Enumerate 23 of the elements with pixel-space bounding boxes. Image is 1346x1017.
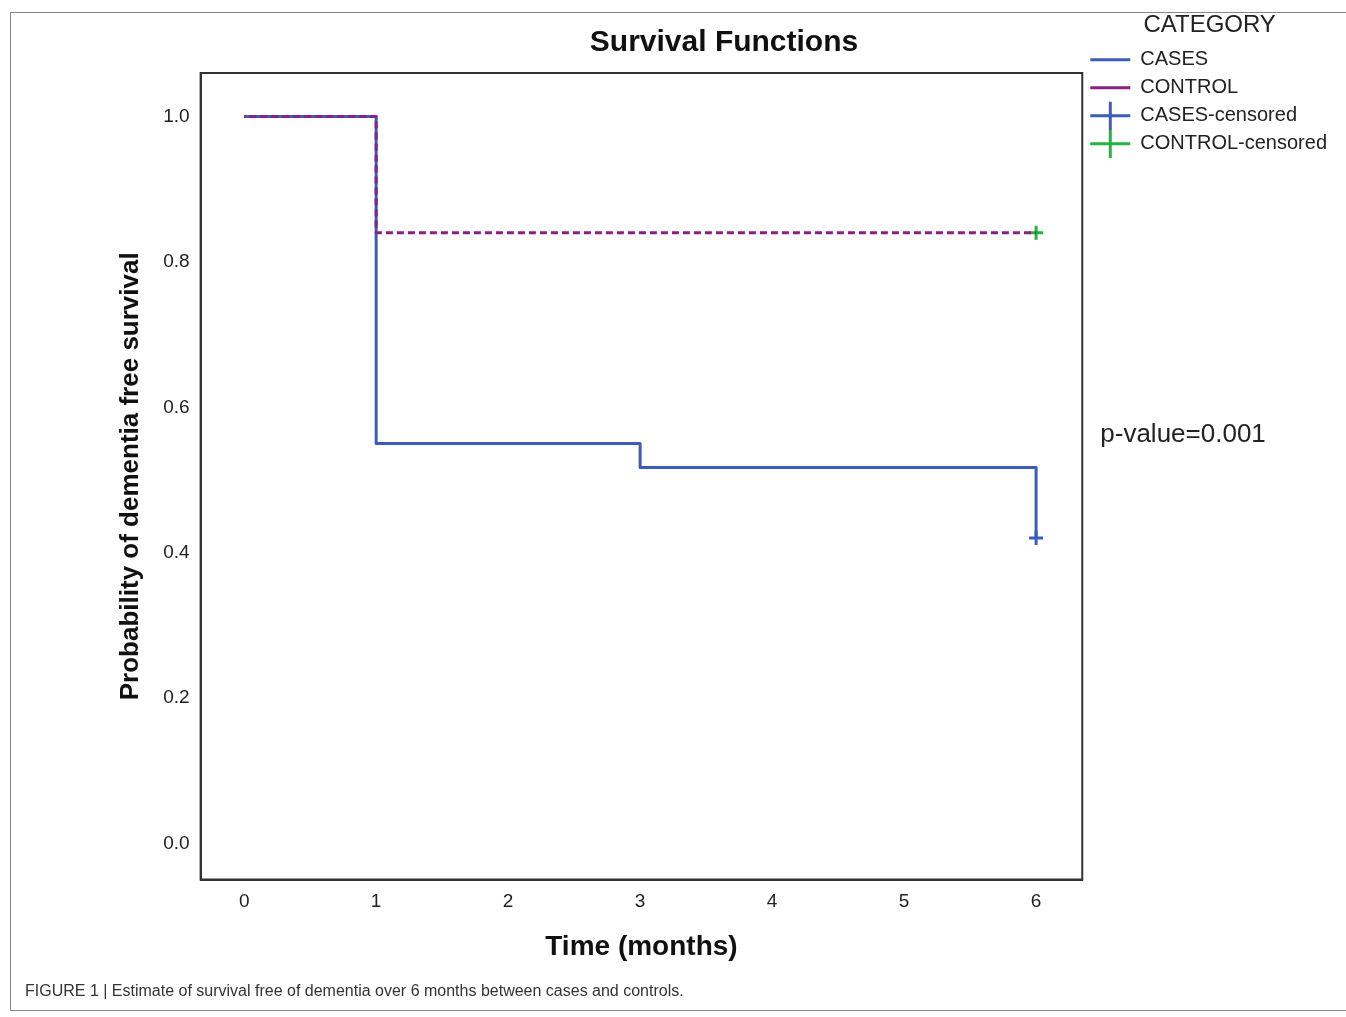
y-tick-label: 0.4 xyxy=(163,540,191,562)
x-tick-label: 1 xyxy=(370,890,382,912)
y-tick-label: 0.0 xyxy=(163,831,190,853)
y-axis-title: Probability of dementia free survival xyxy=(113,252,144,701)
x-tick-label: 3 xyxy=(634,890,646,912)
x-tick-label: 5 xyxy=(898,890,910,912)
legend-label: CASES xyxy=(1140,47,1209,70)
x-tick-label: 0 xyxy=(238,890,250,912)
text: p-value=0.001 xyxy=(1100,418,1266,449)
legend-label: CONTROL-censored xyxy=(1140,131,1327,154)
y-tick-label: 0.2 xyxy=(163,686,190,708)
y-tick-label: 0.8 xyxy=(163,250,190,272)
y-tick-label: 0.6 xyxy=(163,395,190,417)
x-tick-label: 2 xyxy=(502,890,514,912)
y-tick-label: 1.0 xyxy=(163,104,190,126)
x-tick-label: 6 xyxy=(1030,890,1042,912)
x-axis-title: Time (months) xyxy=(545,929,738,961)
legend-label: CONTROL xyxy=(1140,75,1239,98)
legend-label: CASES-censored xyxy=(1140,103,1298,126)
caption: FIGURE 1 | Estimate of survival free of dementia over 6 months between cases and controls. xyxy=(24,981,685,1001)
x-tick-label: 4 xyxy=(766,890,778,912)
chart-title: Survival Functions xyxy=(589,24,859,58)
legend-title: CATEGORY xyxy=(1143,9,1276,37)
